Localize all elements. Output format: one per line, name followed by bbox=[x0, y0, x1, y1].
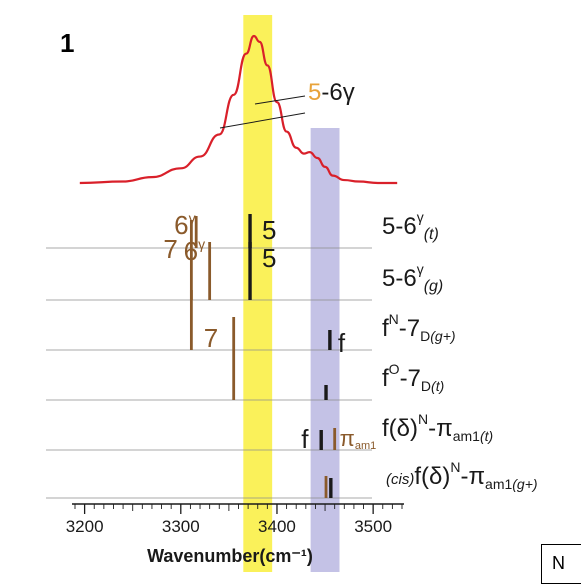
x-axis-title: Wavenumber(cm⁻¹) bbox=[147, 546, 313, 566]
spectrum-annotation: 5-6γ bbox=[308, 79, 355, 106]
conformer-label-sub: am1 bbox=[453, 428, 480, 444]
stick-label-main: 5 bbox=[262, 243, 276, 273]
conformer-label-main: f bbox=[382, 365, 389, 392]
x-tick-label-3200: 3200 bbox=[66, 517, 104, 536]
x-axis: 3200 3300 3400 3500 Wavenumber(cm⁻¹) bbox=[66, 503, 404, 566]
conformer-label-5: f(δ)N-πam1(t) bbox=[382, 411, 493, 444]
conformer-label-sub-italic: (t) bbox=[431, 378, 444, 394]
conformer-label-sub: D bbox=[421, 378, 431, 394]
spectrum-line bbox=[79, 34, 398, 185]
annotation-leader-1 bbox=[254, 95, 306, 105]
conformer-label-sup: N bbox=[418, 411, 428, 427]
stick-label-row2-1: 7 bbox=[163, 234, 177, 264]
stick-label-row4-1: 7 bbox=[204, 323, 218, 353]
x-tick-label-3400: 3400 bbox=[258, 517, 296, 536]
stick-spectra bbox=[189, 214, 337, 498]
stick-label-main: 5 bbox=[262, 215, 276, 245]
conformer-label-main: 5-6 bbox=[382, 265, 417, 292]
stick-label-row3-2: f bbox=[338, 328, 346, 358]
x-tick-label-3300: 3300 bbox=[162, 517, 200, 536]
conformer-label-main: f(δ) bbox=[414, 463, 450, 490]
conformer-label-sub: (g) bbox=[424, 278, 444, 295]
conformer-label-main: 5-6 bbox=[382, 213, 417, 240]
conformer-label-sub-italic: (g+) bbox=[430, 328, 455, 344]
conformer-label-mid: -π bbox=[460, 463, 485, 490]
stick-label-row1-1: 6γ bbox=[174, 210, 195, 240]
stick-label-row2-3: 5 bbox=[262, 243, 276, 273]
stick-label-row1-2: 5 bbox=[262, 215, 276, 245]
conformer-label-3: fN-7D(g+) bbox=[382, 311, 456, 344]
stick-label-sup: γ bbox=[198, 236, 205, 252]
annotation-leader-2 bbox=[219, 112, 306, 129]
stick-label-main: 6 bbox=[174, 210, 188, 240]
panel-label: 1 bbox=[60, 28, 74, 58]
conformer-label-1: 5-6γ(t) bbox=[382, 209, 439, 243]
x-tick-label-3500: 3500 bbox=[354, 517, 392, 536]
conformer-labels: 6γ 5 5-6γ(t)7 6γ 55-6γ(g)f fN-7D(g+)7fO-7D(t)… bbox=[163, 209, 537, 492]
conformer-label-4: fO-7D(t) bbox=[382, 361, 444, 394]
conformer-label-sup: O bbox=[389, 361, 400, 377]
stick-label-main: 6 bbox=[184, 236, 198, 266]
stick-label-main: 7 bbox=[204, 323, 218, 353]
stick-label-main: f bbox=[301, 424, 309, 454]
corner-label-box: N bbox=[541, 544, 581, 584]
conformer-label-prefix: (cis) bbox=[386, 471, 414, 488]
conformer-label-sup: γ bbox=[417, 209, 424, 225]
stick-label-main: 7 bbox=[163, 234, 177, 264]
conformer-label-sub: D bbox=[420, 328, 430, 344]
conformer-label-sub: (t) bbox=[424, 226, 439, 243]
ir-spectrum-figure: 5-6γ 6γ 5 5-6γ(t)7 6γ 55-6γ(g)f fN-7D(g+)7fO-… bbox=[46, 15, 538, 572]
conformer-label-6: (cis)f(δ)N-πam1(g+) bbox=[386, 459, 538, 492]
corner-label-text: N bbox=[552, 553, 565, 573]
conformer-label-sup: N bbox=[450, 459, 460, 475]
stick-label-main: f bbox=[338, 328, 346, 358]
band-yellow bbox=[243, 15, 273, 572]
annotation-rest: -6γ bbox=[321, 79, 354, 106]
spectrum-trace-group: 5-6γ bbox=[79, 34, 398, 185]
annotation-orange-part: 5 bbox=[308, 79, 321, 106]
stick-label-sub: am1 bbox=[355, 440, 376, 452]
stick-label-row5-1: f bbox=[301, 424, 309, 454]
conformer-label-2: 5-6γ(g) bbox=[382, 261, 443, 295]
stick-label-sup: γ bbox=[189, 210, 196, 226]
stick-label-main: π bbox=[340, 426, 355, 451]
conformer-label-main: f bbox=[382, 315, 389, 342]
conformer-label-sub-italic: (t) bbox=[480, 428, 493, 444]
conformer-label-main: f(δ) bbox=[382, 415, 418, 442]
conformer-label-mid: -7 bbox=[400, 365, 421, 392]
conformer-label-sup: N bbox=[389, 311, 399, 327]
conformer-label-sup: γ bbox=[417, 261, 424, 277]
stick-label-row2-2: 6γ bbox=[184, 236, 205, 266]
conformer-label-sub: am1 bbox=[485, 476, 512, 492]
conformer-label-mid: -π bbox=[428, 415, 453, 442]
conformer-label-mid: -7 bbox=[399, 315, 420, 342]
stick-label-row5-2: πam1 bbox=[340, 426, 377, 452]
conformer-label-sub-italic: (g+) bbox=[512, 476, 537, 492]
